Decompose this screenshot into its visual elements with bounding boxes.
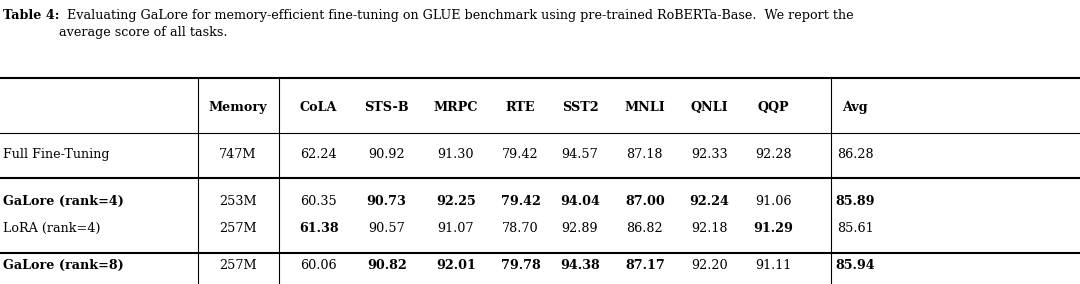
Text: 92.18: 92.18 (691, 222, 728, 235)
Text: 92.24: 92.24 (690, 195, 729, 208)
Text: 92.25: 92.25 (436, 195, 475, 208)
Text: 90.57: 90.57 (368, 222, 405, 235)
Text: 79.78: 79.78 (501, 259, 540, 272)
Text: 747M: 747M (219, 148, 256, 161)
Text: 94.38: 94.38 (561, 259, 599, 272)
Text: 94.04: 94.04 (561, 195, 599, 208)
Text: LoRA (rank=4): LoRA (rank=4) (3, 222, 100, 235)
Text: 94.57: 94.57 (562, 148, 598, 161)
Text: 60.35: 60.35 (300, 195, 337, 208)
Text: GaLore (rank=8): GaLore (rank=8) (3, 259, 124, 272)
Text: 85.94: 85.94 (836, 259, 875, 272)
Text: 90.92: 90.92 (368, 148, 405, 161)
Text: 79.42: 79.42 (502, 148, 539, 161)
Text: 87.17: 87.17 (625, 259, 664, 272)
Text: 92.89: 92.89 (562, 222, 598, 235)
Text: 91.30: 91.30 (437, 148, 474, 161)
Text: 61.38: 61.38 (299, 222, 338, 235)
Text: STS-B: STS-B (364, 101, 409, 114)
Text: QQP: QQP (757, 101, 789, 114)
Text: 87.00: 87.00 (625, 195, 664, 208)
Text: MRPC: MRPC (433, 101, 478, 114)
Text: 60.06: 60.06 (300, 259, 337, 272)
Text: 78.70: 78.70 (502, 222, 539, 235)
Text: 85.61: 85.61 (837, 222, 874, 235)
Text: 85.89: 85.89 (836, 195, 875, 208)
Text: SST2: SST2 (562, 101, 598, 114)
Text: Evaluating GaLore for memory-efficient fine-tuning on GLUE benchmark using pre-t: Evaluating GaLore for memory-efficient f… (59, 9, 854, 39)
Text: Memory: Memory (208, 101, 267, 114)
Text: GaLore (rank=4): GaLore (rank=4) (3, 195, 124, 208)
Text: 91.11: 91.11 (755, 259, 792, 272)
Text: RTE: RTE (505, 101, 536, 114)
Text: MNLI: MNLI (624, 101, 665, 114)
Text: 87.18: 87.18 (626, 148, 663, 161)
Text: 92.20: 92.20 (691, 259, 728, 272)
Text: 86.82: 86.82 (626, 222, 663, 235)
Text: 92.33: 92.33 (691, 148, 728, 161)
Text: Table 4:: Table 4: (3, 9, 59, 22)
Text: 62.24: 62.24 (300, 148, 337, 161)
Text: 257M: 257M (219, 222, 256, 235)
Text: 257M: 257M (219, 259, 256, 272)
Text: 253M: 253M (219, 195, 256, 208)
Text: 92.01: 92.01 (436, 259, 475, 272)
Text: CoLA: CoLA (300, 101, 337, 114)
Text: Full Fine-Tuning: Full Fine-Tuning (3, 148, 110, 161)
Text: 91.06: 91.06 (755, 195, 792, 208)
Text: 90.73: 90.73 (367, 195, 406, 208)
Text: 79.42: 79.42 (501, 195, 540, 208)
Text: QNLI: QNLI (691, 101, 728, 114)
Text: 91.07: 91.07 (437, 222, 474, 235)
Text: 91.29: 91.29 (754, 222, 793, 235)
Text: 92.28: 92.28 (755, 148, 792, 161)
Text: 86.28: 86.28 (837, 148, 874, 161)
Text: 90.82: 90.82 (367, 259, 406, 272)
Text: Avg: Avg (842, 101, 868, 114)
